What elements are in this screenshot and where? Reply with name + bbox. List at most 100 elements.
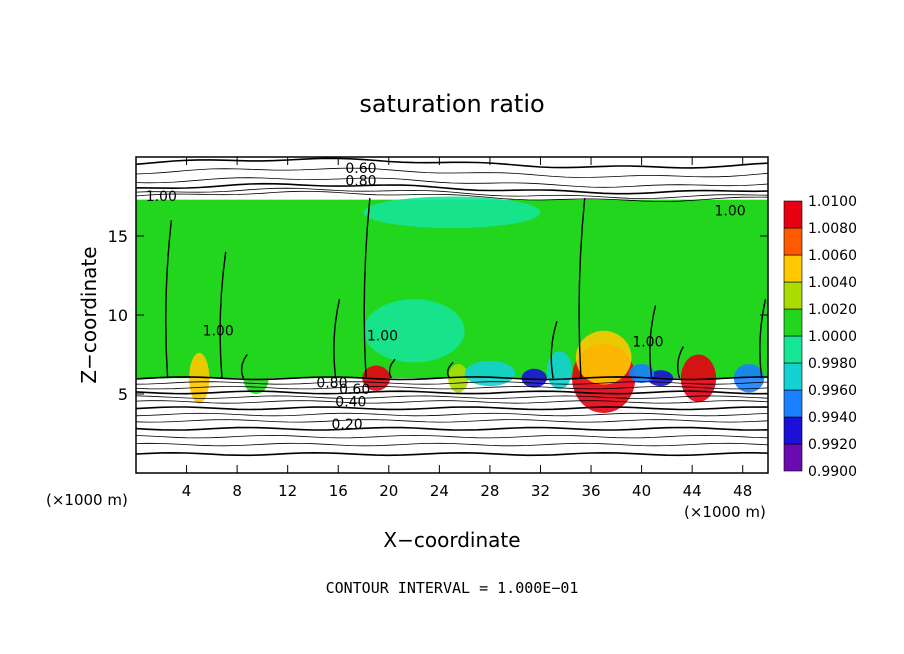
contour-stratum-16 [135, 177, 769, 188]
x-tick-label-11: 48 [733, 482, 752, 500]
x-tick-label-9: 40 [632, 482, 651, 500]
x-tick-label-5: 24 [430, 482, 449, 500]
y-tick-label-0: 5 [118, 385, 128, 404]
contour-label-5: 1.00 [367, 328, 398, 344]
contour-label-8: 0.60 [339, 382, 370, 398]
x-unit-left: (×1000 m) [46, 491, 128, 509]
colorbar-swatch-2 [783, 389, 803, 418]
contour-cell-9 [649, 305, 657, 379]
y-tick-label-1: 10 [108, 306, 128, 325]
x-axis-label: X−coordinate [383, 528, 520, 552]
fill-feature-9 [733, 363, 765, 393]
y-axis-ticks: 5 10 15 [108, 227, 768, 404]
contour-label-1: 0.80 [345, 173, 376, 189]
contour-stratum-4 [135, 419, 769, 423]
contour-label-10: 0.20 [332, 417, 363, 433]
contour-stratum-13 [135, 190, 769, 202]
x-tick-label-8: 36 [581, 482, 600, 500]
colorbar-swatch-5 [783, 308, 803, 337]
contour-cell-3 [333, 299, 341, 379]
contour-lines [135, 157, 769, 457]
colorbar-label-8: 1.0060 [808, 248, 857, 264]
colorbar-label-4: 0.9980 [808, 356, 857, 372]
colorbar-label-7: 1.0040 [808, 275, 857, 291]
colorbar-swatch-1 [783, 416, 803, 445]
x-tick-label-7: 32 [531, 482, 550, 500]
contour-labels: 0.600.801.001.001.00 1.00 1.000.800.600.40… [146, 161, 746, 433]
fill-feature-13 [363, 196, 541, 229]
contour-stratum-0 [135, 451, 769, 457]
x-tick-label-10: 44 [683, 482, 702, 500]
plot-area: 0.600.801.001.001.00 1.00 1.000.800.600.40… [108, 156, 769, 500]
contour-cell-0 [165, 220, 173, 379]
contour-label-3: 1.00 [714, 203, 745, 219]
colorbar-swatch-6 [783, 281, 803, 310]
contour-stratum-5 [135, 412, 769, 417]
contour-interval-note: CONTOUR INTERVAL = 1.000E−01 [326, 579, 579, 597]
contour-cell-2 [240, 354, 248, 379]
contour-label-7: 0.80 [316, 376, 347, 392]
x-tick-label-4: 20 [379, 482, 398, 500]
colorbar-swatch-8 [783, 227, 803, 256]
x-tick-label-3: 16 [329, 482, 348, 500]
x-tick-label-1: 8 [232, 482, 242, 500]
colorbar-label-1: 0.9920 [808, 437, 857, 453]
x-unit-right: (×1000 m) [684, 503, 766, 521]
contour-stratum-3 [135, 426, 769, 431]
contour-cell-11 [759, 299, 767, 379]
colorbar-label-9: 1.0080 [808, 221, 857, 237]
contour-stratum-9 [135, 390, 769, 395]
x-tick-label-0: 4 [182, 482, 192, 500]
y-tick-label-2: 15 [108, 227, 128, 246]
contour-cell-1 [219, 251, 227, 379]
fill-feature-0 [189, 352, 210, 404]
contour-cell-8 [578, 198, 586, 379]
contour-label-2: 1.00 [146, 189, 177, 205]
contour-stratum-2 [135, 434, 769, 439]
fill-feature-1 [243, 362, 269, 395]
contour-cell-7 [550, 321, 558, 379]
fill-feature-10 [464, 360, 516, 387]
contour-stratum-14 [135, 187, 769, 199]
fill-feature-12 [363, 299, 465, 363]
colorbar-label-3: 0.9960 [808, 383, 857, 399]
fill-feature-7 [680, 354, 717, 402]
contour-label-9: 0.40 [335, 395, 366, 411]
colorbar-swatch-9 [783, 200, 803, 229]
fill-feature-6 [575, 330, 632, 385]
colorbar-label-2: 0.9940 [808, 410, 857, 426]
colorbar-swatch-0 [783, 443, 803, 472]
saturation-fill [136, 196, 768, 413]
colorbar-label-5: 1.0000 [808, 329, 857, 345]
contour-cell-5 [388, 358, 396, 379]
contour-stratum-11 [135, 381, 769, 385]
contour-label-0: 0.60 [345, 161, 376, 177]
x-tick-label-2: 12 [278, 482, 297, 500]
colorbar: 0.9900 0.9920 0.9940 0.9960 0.9980 1.0000 1.00… [783, 194, 857, 480]
colorbar-swatch-7 [783, 254, 803, 283]
fill-feature-3 [448, 363, 469, 393]
colorbar-swatch-3 [783, 362, 803, 391]
contour-cell-4 [363, 198, 371, 379]
contour-label-6: 1.00 [632, 335, 663, 351]
x-axis-ticks: 4 8 12 16 20 24 28 32 36 40 44 48 [182, 157, 752, 500]
x-tick-label-6: 28 [480, 482, 499, 500]
contour-cell-10 [676, 346, 684, 379]
contour-cell-6 [446, 361, 454, 379]
colorbar-label-10: 1.0100 [808, 194, 857, 210]
contour-stratum-15 [135, 182, 769, 195]
contour-label-4: 1.00 [203, 324, 234, 340]
contour-stratum-18 [135, 157, 769, 169]
contour-stratum-17 [135, 167, 769, 178]
chart-title: saturation ratio [359, 90, 544, 118]
colorbar-label-0: 0.9900 [808, 464, 857, 480]
contour-stratum-10 [135, 385, 769, 390]
colorbar-swatch-4 [783, 335, 803, 364]
contour-stratum-8 [135, 395, 769, 399]
contour-stratum-7 [135, 400, 769, 404]
contour-stratum-12 [135, 376, 768, 381]
contour-stratum-6 [135, 406, 769, 411]
y-axis-label: Z−coordinate [77, 246, 101, 383]
colorbar-label-6: 1.0020 [808, 302, 857, 318]
